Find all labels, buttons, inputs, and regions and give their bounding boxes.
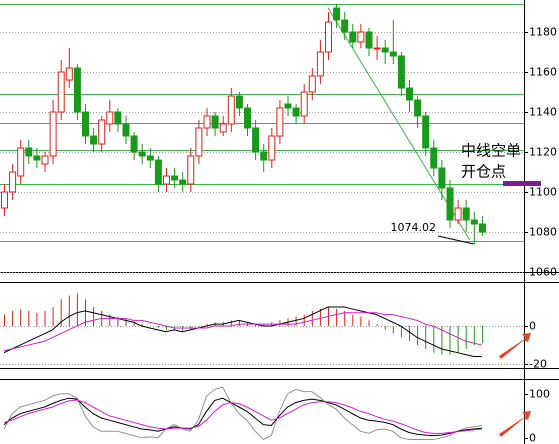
candle-body bbox=[122, 123, 130, 137]
candle-body bbox=[414, 99, 422, 117]
candle-body bbox=[397, 55, 405, 89]
candle-body bbox=[187, 155, 195, 185]
candle-body bbox=[446, 187, 454, 221]
candle-body bbox=[90, 135, 98, 145]
candle-body bbox=[381, 47, 389, 53]
candle-body bbox=[154, 159, 162, 185]
candle-body bbox=[211, 115, 219, 129]
candle-body bbox=[292, 107, 300, 117]
candle-body bbox=[300, 91, 308, 117]
candle-body bbox=[65, 67, 73, 81]
candle-body bbox=[114, 111, 122, 125]
candle-body bbox=[325, 21, 332, 53]
annotation: 开仓点 bbox=[461, 163, 506, 181]
candle-body bbox=[227, 95, 235, 125]
candle-body bbox=[454, 207, 462, 221]
candle-body bbox=[260, 151, 268, 161]
entry-marker bbox=[503, 181, 541, 186]
plots: 1060 1080 1100 1120 1140 1160 1180 1074.02 中线空单开… bbox=[0, 4, 557, 444]
y-tick-label: 0 bbox=[529, 320, 536, 333]
candle-body bbox=[130, 135, 138, 153]
candle-body bbox=[138, 151, 146, 157]
candle-body bbox=[357, 31, 365, 43]
candle-body bbox=[146, 155, 154, 161]
candle-body bbox=[462, 207, 470, 221]
y-tick-label: 100 bbox=[529, 388, 550, 401]
candle-body bbox=[316, 51, 324, 77]
candle-body bbox=[57, 71, 65, 113]
candle-body bbox=[1, 191, 8, 209]
candle-body bbox=[252, 127, 260, 153]
arrow bbox=[499, 411, 531, 437]
y-tick-label: 1080 bbox=[529, 226, 557, 239]
candle-body bbox=[41, 155, 49, 165]
indicator-line bbox=[3, 397, 482, 437]
y-tick-label: 1100 bbox=[529, 186, 557, 199]
candle-body bbox=[341, 19, 349, 33]
candle-body bbox=[365, 31, 373, 49]
candle-body bbox=[106, 111, 114, 125]
candle-body bbox=[25, 147, 33, 157]
trend-line bbox=[327, 7, 471, 241]
candle-body bbox=[438, 167, 446, 189]
candle-body bbox=[268, 135, 276, 161]
indicator-line bbox=[3, 399, 482, 434]
candle-body bbox=[422, 115, 430, 149]
candle-body bbox=[430, 147, 438, 169]
candle-body bbox=[478, 223, 486, 233]
y-tick-label: 0 bbox=[529, 432, 536, 444]
candle-body bbox=[33, 155, 41, 161]
low-label: 1074.02 bbox=[391, 221, 437, 234]
candle-body bbox=[308, 75, 316, 93]
candle-body bbox=[17, 147, 25, 177]
indicator-line bbox=[3, 312, 483, 352]
candle-body bbox=[219, 123, 227, 133]
low-pointer bbox=[437, 235, 474, 245]
y-tick-label: 1140 bbox=[529, 106, 557, 119]
candle-body bbox=[9, 171, 17, 193]
candle-body bbox=[73, 67, 81, 113]
candle-body bbox=[179, 179, 187, 185]
candle-body bbox=[406, 87, 413, 101]
candle-body bbox=[373, 47, 381, 50]
indicator-line bbox=[3, 386, 482, 441]
indicator-line bbox=[3, 306, 482, 357]
candle-body bbox=[235, 95, 243, 109]
candle-body bbox=[284, 103, 292, 109]
y-tick-label: 1060 bbox=[529, 266, 557, 279]
annotation: 中线空单 bbox=[461, 142, 521, 160]
candle-body bbox=[276, 107, 284, 137]
candle-body bbox=[195, 127, 203, 157]
y-tick-label: 1160 bbox=[529, 66, 557, 79]
y-tick-label: -20 bbox=[529, 358, 547, 371]
candle-body bbox=[98, 119, 106, 145]
candle-body bbox=[470, 219, 478, 225]
candle-body bbox=[203, 115, 211, 129]
y-tick-label: 1180 bbox=[529, 26, 557, 39]
candle-body bbox=[82, 111, 89, 137]
candle-body bbox=[49, 111, 57, 157]
candle-body bbox=[171, 175, 179, 181]
y-tick-label: 1120 bbox=[529, 146, 557, 159]
candle-body bbox=[389, 51, 397, 57]
arrow bbox=[499, 333, 531, 359]
candle-body bbox=[163, 175, 170, 185]
candle-body bbox=[349, 31, 357, 43]
candle-body bbox=[244, 107, 251, 129]
candle-body bbox=[333, 7, 341, 21]
